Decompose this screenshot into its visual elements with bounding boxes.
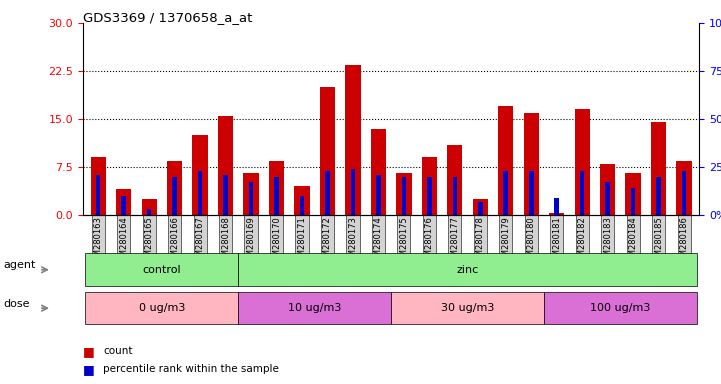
Text: dose: dose	[4, 298, 30, 309]
Text: agent: agent	[4, 260, 36, 270]
Bar	[371, 129, 386, 215]
Bar	[626, 174, 641, 215]
Bar	[96, 175, 100, 215]
Text: percentile rank within the sample: percentile rank within the sample	[103, 364, 279, 374]
Bar	[198, 171, 203, 215]
Bar	[453, 177, 457, 215]
Bar	[376, 175, 381, 215]
Text: 30 ug/m3: 30 ug/m3	[441, 303, 495, 313]
Bar	[91, 157, 106, 215]
Bar	[193, 135, 208, 215]
Bar	[402, 177, 406, 215]
Bar	[300, 196, 304, 215]
Bar	[600, 164, 615, 215]
Bar	[676, 161, 691, 215]
Bar	[554, 198, 559, 215]
Text: count: count	[103, 346, 133, 356]
Bar	[147, 209, 151, 215]
Bar	[397, 174, 412, 215]
Bar	[167, 161, 182, 215]
Bar	[350, 169, 355, 215]
Bar	[606, 182, 610, 215]
Text: control: control	[143, 265, 181, 275]
Bar	[172, 177, 177, 215]
Bar	[218, 116, 233, 215]
Bar	[269, 161, 284, 215]
Bar	[478, 202, 482, 215]
Bar	[249, 182, 253, 215]
Bar	[575, 109, 590, 215]
Bar	[224, 175, 228, 215]
Bar	[294, 186, 309, 215]
Bar	[141, 199, 156, 215]
Bar	[244, 174, 259, 215]
Bar	[580, 171, 585, 215]
Bar	[121, 196, 126, 215]
Text: 10 ug/m3: 10 ug/m3	[288, 303, 342, 313]
Text: GDS3369 / 1370658_a_at: GDS3369 / 1370658_a_at	[83, 12, 252, 25]
Text: ■: ■	[83, 363, 94, 376]
Bar	[473, 199, 488, 215]
Bar	[447, 145, 462, 215]
Bar	[503, 171, 508, 215]
Text: zinc: zinc	[456, 265, 479, 275]
Bar	[682, 171, 686, 215]
Bar	[274, 177, 279, 215]
Text: 100 ug/m3: 100 ug/m3	[590, 303, 650, 313]
Bar	[529, 171, 534, 215]
Bar	[523, 113, 539, 215]
Bar	[656, 177, 661, 215]
Bar	[427, 177, 432, 215]
Bar	[325, 171, 329, 215]
Bar	[116, 189, 131, 215]
Bar	[345, 65, 360, 215]
Text: ■: ■	[83, 345, 94, 358]
Text: 0 ug/m3: 0 ug/m3	[138, 303, 185, 313]
Bar	[631, 188, 635, 215]
Bar	[651, 122, 666, 215]
Bar	[498, 106, 513, 215]
Bar	[320, 87, 335, 215]
Bar	[549, 213, 565, 215]
Bar	[422, 157, 437, 215]
